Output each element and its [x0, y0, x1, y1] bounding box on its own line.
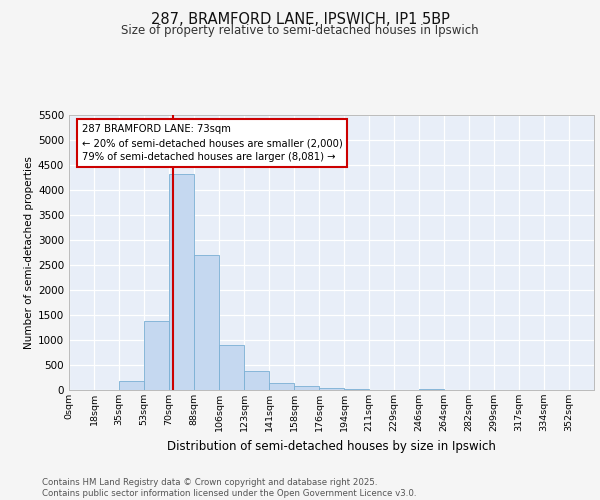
Bar — [319, 388, 344, 390]
X-axis label: Distribution of semi-detached houses by size in Ipswich: Distribution of semi-detached houses by … — [167, 440, 496, 452]
Text: 287, BRAMFORD LANE, IPSWICH, IP1 5BP: 287, BRAMFORD LANE, IPSWICH, IP1 5BP — [151, 12, 449, 28]
Y-axis label: Number of semi-detached properties: Number of semi-detached properties — [24, 156, 34, 349]
Text: Contains HM Land Registry data © Crown copyright and database right 2025.
Contai: Contains HM Land Registry data © Crown c… — [42, 478, 416, 498]
Bar — [244, 371, 269, 390]
Bar — [269, 382, 294, 390]
Bar — [144, 322, 169, 390]
Text: 287 BRAMFORD LANE: 73sqm
← 20% of semi-detached houses are smaller (2,000)
79% o: 287 BRAMFORD LANE: 73sqm ← 20% of semi-d… — [82, 124, 342, 162]
Text: Size of property relative to semi-detached houses in Ipswich: Size of property relative to semi-detach… — [121, 24, 479, 37]
Bar — [294, 386, 319, 390]
Bar — [419, 388, 444, 390]
Bar — [344, 389, 369, 390]
Bar — [194, 255, 219, 390]
Bar — [119, 381, 144, 390]
Bar — [169, 174, 194, 390]
Bar — [219, 345, 244, 390]
